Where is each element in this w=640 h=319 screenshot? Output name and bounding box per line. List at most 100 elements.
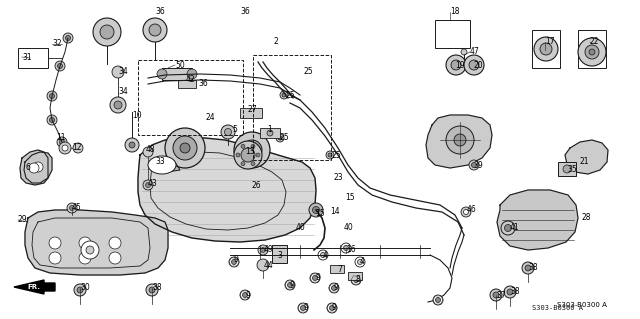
Polygon shape <box>426 115 492 168</box>
Circle shape <box>469 160 479 170</box>
Text: 30: 30 <box>80 284 90 293</box>
Text: 25: 25 <box>286 91 296 100</box>
Circle shape <box>146 284 158 296</box>
Circle shape <box>256 153 260 157</box>
Circle shape <box>278 136 282 140</box>
Circle shape <box>329 283 339 293</box>
Circle shape <box>451 60 461 70</box>
Circle shape <box>114 101 122 109</box>
Bar <box>18 48 48 68</box>
Circle shape <box>258 245 268 255</box>
Bar <box>348 272 362 280</box>
Text: 15: 15 <box>315 209 324 218</box>
Polygon shape <box>565 140 608 174</box>
Circle shape <box>330 306 335 310</box>
Text: 32: 32 <box>52 40 61 48</box>
Circle shape <box>490 289 502 301</box>
Text: 12: 12 <box>72 144 81 152</box>
Circle shape <box>493 292 499 298</box>
Circle shape <box>243 293 248 298</box>
Circle shape <box>435 298 440 302</box>
Circle shape <box>143 180 153 190</box>
Circle shape <box>145 182 150 188</box>
Text: 35: 35 <box>567 166 577 174</box>
Polygon shape <box>155 162 180 173</box>
Circle shape <box>221 125 235 139</box>
Text: 16: 16 <box>346 244 356 254</box>
Text: 45: 45 <box>72 204 82 212</box>
Circle shape <box>173 136 197 160</box>
Bar <box>260 128 280 138</box>
Text: S303-B0300 A: S303-B0300 A <box>531 305 582 311</box>
Text: 5: 5 <box>232 125 237 135</box>
Circle shape <box>312 276 317 280</box>
Text: 36: 36 <box>155 8 164 17</box>
Circle shape <box>100 25 114 39</box>
Circle shape <box>47 91 57 101</box>
Circle shape <box>241 162 245 166</box>
Text: S303-B0300 A: S303-B0300 A <box>557 302 607 308</box>
Text: 8: 8 <box>356 276 361 285</box>
Bar <box>272 245 287 263</box>
Text: 17: 17 <box>545 38 555 47</box>
Circle shape <box>149 287 155 293</box>
Circle shape <box>236 153 240 157</box>
Circle shape <box>73 143 83 153</box>
Circle shape <box>446 55 466 75</box>
Circle shape <box>57 137 67 147</box>
Polygon shape <box>497 190 578 250</box>
Circle shape <box>110 97 126 113</box>
Text: 41: 41 <box>510 224 520 233</box>
Text: 40: 40 <box>296 224 306 233</box>
Text: 25: 25 <box>332 151 342 160</box>
Bar <box>178 80 196 88</box>
Circle shape <box>33 162 43 172</box>
Text: 33: 33 <box>155 158 164 167</box>
Text: 4: 4 <box>323 250 328 259</box>
Circle shape <box>522 262 534 274</box>
Circle shape <box>79 252 91 264</box>
Bar <box>253 55 331 160</box>
Circle shape <box>464 55 484 75</box>
Text: 22: 22 <box>590 38 600 47</box>
Circle shape <box>327 303 337 313</box>
Circle shape <box>355 257 365 267</box>
Circle shape <box>149 24 161 36</box>
Bar <box>330 265 344 273</box>
Circle shape <box>241 148 255 162</box>
Circle shape <box>260 248 266 253</box>
Circle shape <box>70 205 74 211</box>
Circle shape <box>86 246 94 254</box>
Bar <box>138 60 243 135</box>
Text: 9: 9 <box>245 291 250 300</box>
Polygon shape <box>24 152 52 183</box>
Circle shape <box>358 259 362 264</box>
Circle shape <box>129 142 135 148</box>
Circle shape <box>234 132 270 168</box>
Text: 36: 36 <box>240 8 250 17</box>
Polygon shape <box>20 150 48 185</box>
Text: 49: 49 <box>264 246 274 255</box>
Circle shape <box>157 69 167 79</box>
Circle shape <box>578 38 606 66</box>
Ellipse shape <box>148 156 176 174</box>
Bar <box>162 68 192 80</box>
Circle shape <box>225 129 232 136</box>
Bar <box>240 108 262 118</box>
Circle shape <box>232 259 237 264</box>
Circle shape <box>29 163 39 173</box>
Circle shape <box>312 206 319 213</box>
Circle shape <box>525 265 531 271</box>
Circle shape <box>240 290 250 300</box>
Circle shape <box>501 221 515 235</box>
Circle shape <box>507 289 513 295</box>
Text: 23: 23 <box>334 174 344 182</box>
Text: 14: 14 <box>330 206 340 216</box>
Text: 25: 25 <box>280 133 290 143</box>
Circle shape <box>353 278 358 283</box>
Circle shape <box>77 287 83 293</box>
Circle shape <box>504 286 516 298</box>
Bar <box>558 162 576 176</box>
Circle shape <box>589 49 595 55</box>
Bar <box>578 30 606 68</box>
